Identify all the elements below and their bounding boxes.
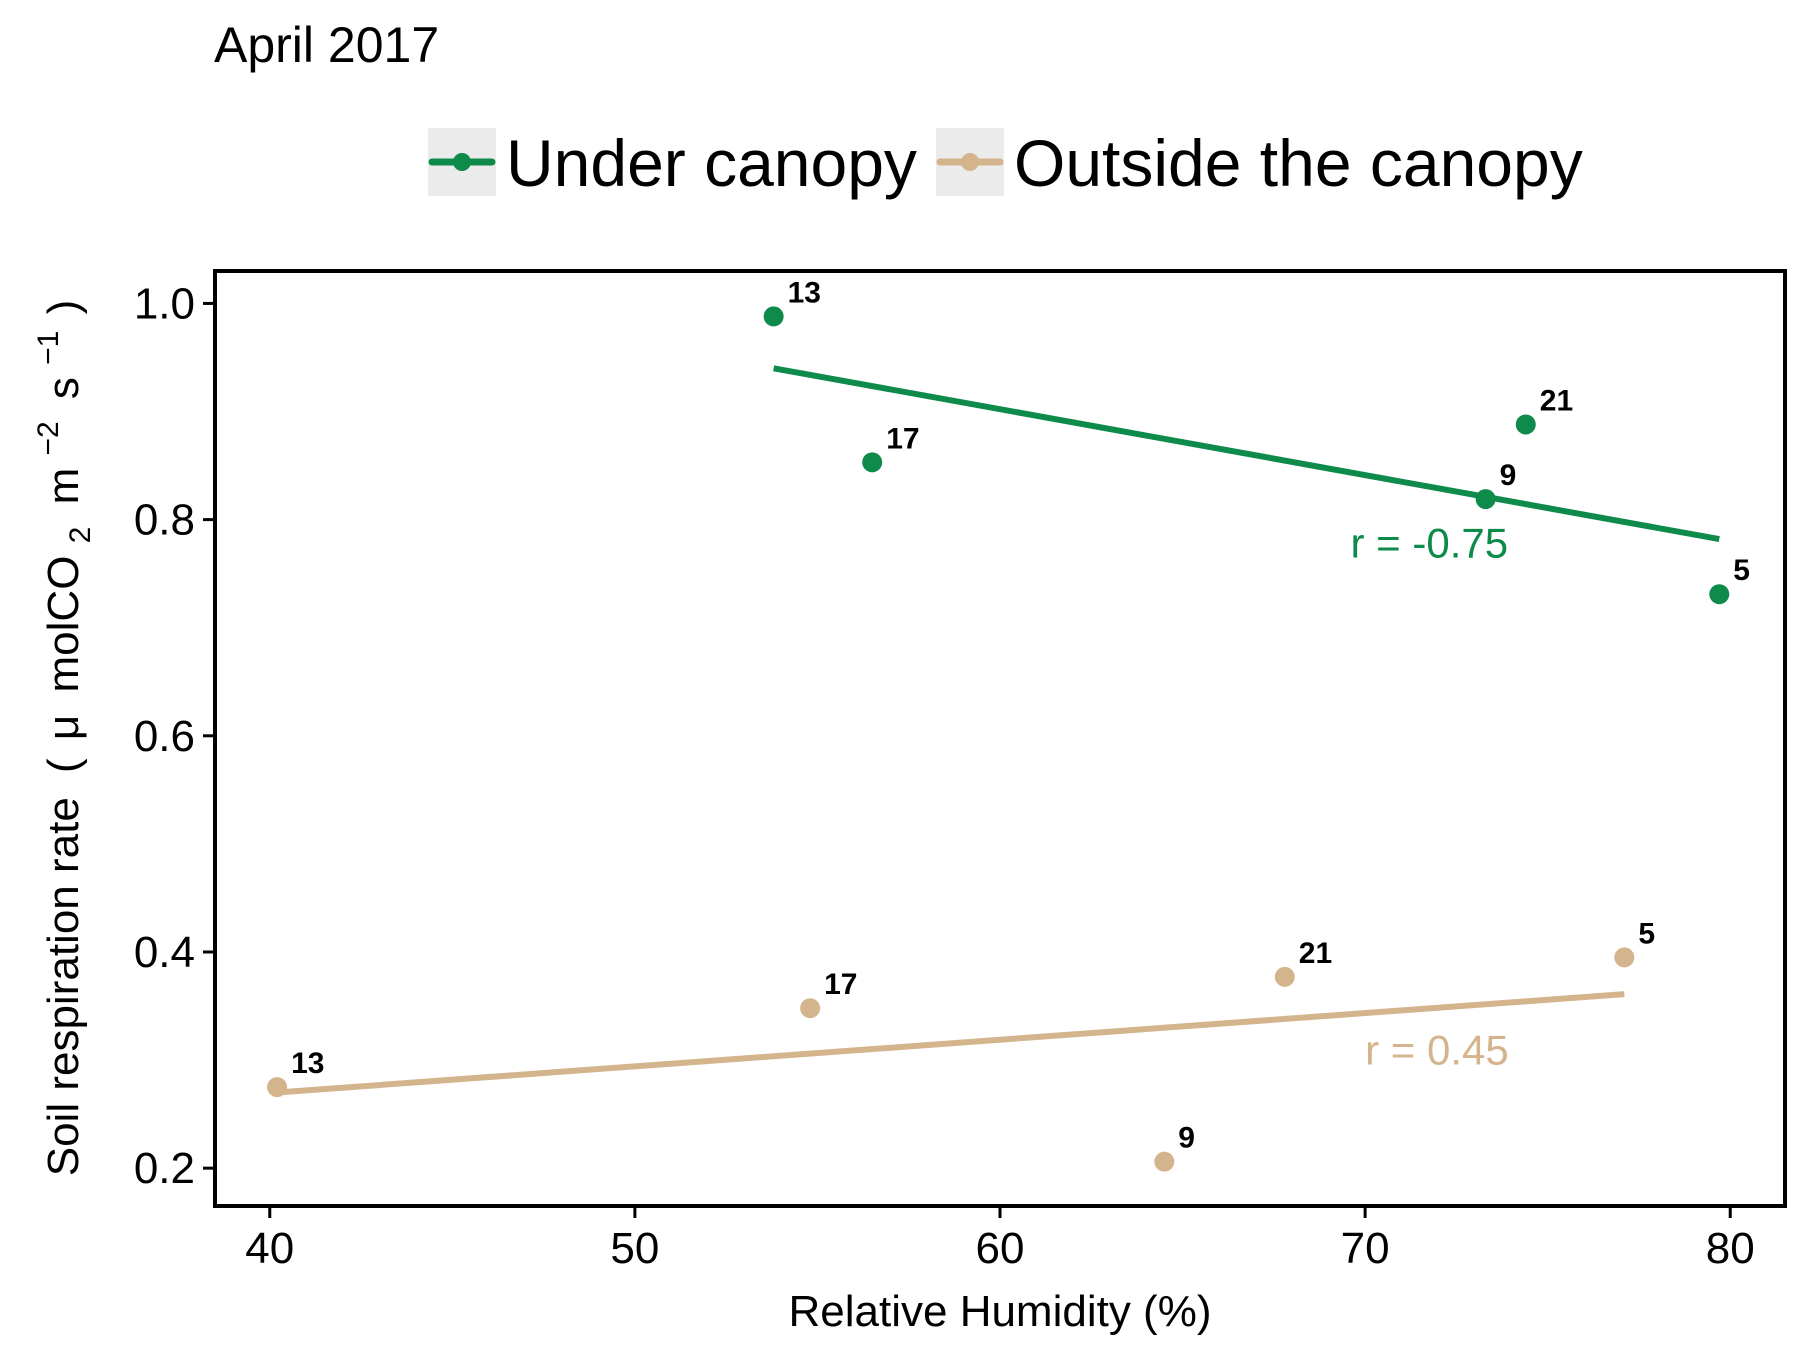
point-label-outside-canopy-13: 13 [291,1047,324,1080]
y-tick-label-1.0: 1.0 [134,279,195,328]
legend-key-marker-outside-canopy [961,153,979,171]
y-axis-title: Soil respiration rate ( μ molCO 2 m −2 s… [19,300,100,1177]
point-outside-canopy-21[interactable] [1274,966,1295,987]
legend-label-under-canopy: Under canopy [506,126,917,200]
point-outside-canopy-9[interactable] [1154,1151,1175,1172]
point-label-under-canopy-21: 21 [1540,384,1573,417]
point-label-outside-canopy-9: 9 [1178,1122,1195,1155]
y-axis-title-close-paren: ) [39,300,88,315]
point-label-outside-canopy-21: 21 [1299,937,1332,970]
legend-item-outside-canopy[interactable]: Outside the canopy [936,126,1583,200]
r-label-outside-canopy: r = 0.45 [1365,1026,1509,1073]
r-label-under-canopy: r = -0.75 [1351,519,1509,566]
x-tick-label-50: 50 [610,1224,659,1273]
x-tick-label-70: 70 [1341,1224,1390,1273]
y-axis-title-mu: μ [39,715,88,740]
point-label-under-canopy-5: 5 [1733,554,1750,587]
y-tick-label-0.2: 0.2 [134,1144,195,1193]
y-axis: 0.2 0.4 0.6 0.8 1.0 [134,279,215,1193]
legend-key-marker-under-canopy [453,153,471,171]
x-axis: 40 50 60 70 80 [245,1206,1755,1273]
point-labels: 13 17 9 21 5 13 17 9 21 5 [291,276,1750,1154]
trend-line-outside-canopy [276,991,1625,1096]
point-under-canopy-5[interactable] [1709,584,1730,605]
point-label-outside-canopy-17: 17 [824,968,857,1001]
y-tick-label-0.8: 0.8 [134,496,195,545]
y-axis-title-s: s [39,377,88,399]
point-label-under-canopy-9: 9 [1500,459,1517,492]
x-tick-label-80: 80 [1706,1224,1755,1273]
x-axis-title: Relative Humidity (%) [789,1287,1212,1336]
y-tick-label-0.4: 0.4 [134,928,195,977]
y-axis-title-open-paren: ( [39,758,88,773]
point-under-canopy-13[interactable] [763,306,784,327]
y-axis-title-sup-m: −2 [32,421,65,455]
y-tick-label-0.6: 0.6 [134,712,195,761]
chart-title: April 2017 [214,17,439,73]
y-axis-title-mol: molCO [39,556,88,693]
point-label-under-canopy-13: 13 [788,276,821,309]
y-axis-title-sub-2: 2 [64,527,97,544]
legend: Under canopy Outside the canopy [428,126,1583,200]
point-under-canopy-17[interactable] [862,452,883,473]
point-under-canopy-9[interactable] [1475,489,1496,510]
point-label-outside-canopy-5: 5 [1638,917,1655,950]
point-label-under-canopy-17: 17 [886,422,919,455]
y-axis-title-m: m [39,468,88,505]
trend-line-under-canopy [773,365,1720,543]
x-tick-label-60: 60 [976,1224,1025,1273]
y-axis-title-main: Soil respiration rate [39,797,88,1176]
point-under-canopy-21[interactable] [1515,414,1536,435]
point-outside-canopy-17[interactable] [800,998,821,1019]
point-outside-canopy-13[interactable] [267,1077,288,1098]
correlation-labels: r = -0.75 r = 0.45 [1351,519,1509,1073]
x-tick-label-40: 40 [245,1224,294,1273]
trend-lines [276,365,1720,1096]
legend-label-outside-canopy: Outside the canopy [1014,126,1583,200]
data-points [267,306,1730,1172]
legend-item-under-canopy[interactable]: Under canopy [428,126,917,200]
point-outside-canopy-5[interactable] [1614,947,1635,968]
y-axis-title-sup-s: −1 [32,331,65,365]
